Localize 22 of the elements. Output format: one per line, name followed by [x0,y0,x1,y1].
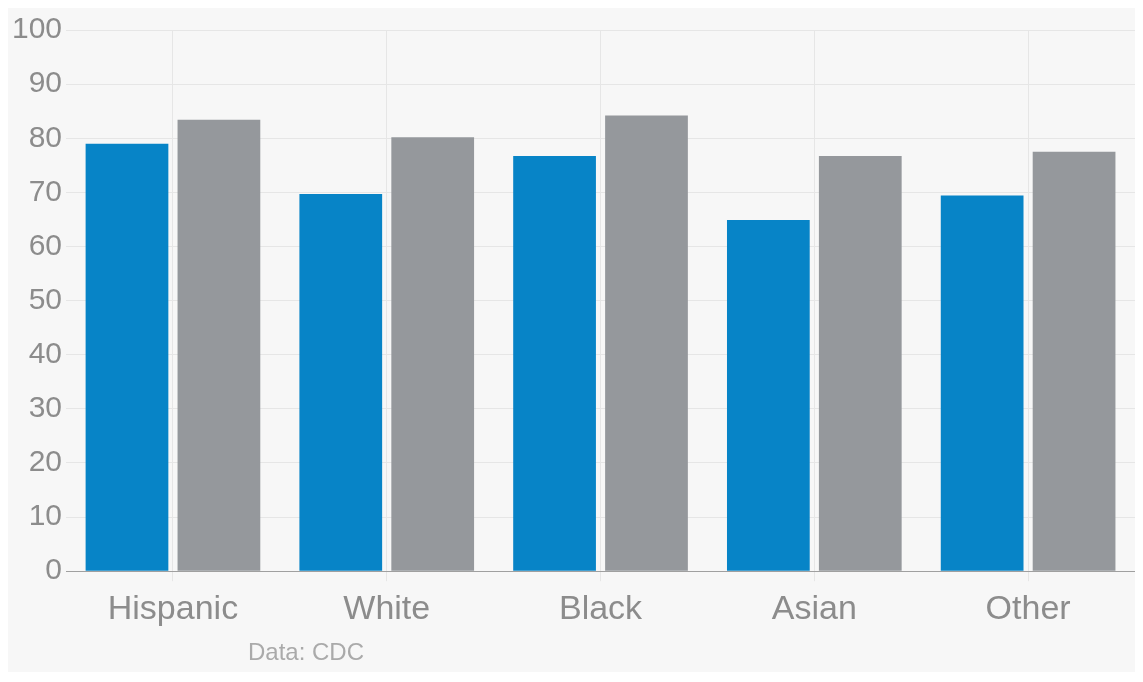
y-tick-label: 20 [28,444,63,478]
y-tick-label: 30 [28,390,63,424]
y-tick-label: 100 [11,11,63,45]
bar [940,195,1024,571]
y-tick-label: 0 [45,552,63,586]
text: Data: CDC [247,638,366,667]
y-tick-label: 90 [28,65,63,99]
x-tick-label: Black [558,587,644,626]
x-tick-label: Other [985,587,1071,626]
bar [513,156,596,571]
bar [85,143,169,571]
x-tick-label: White [343,587,431,626]
y-tick-label: 60 [28,227,63,261]
bar [299,193,383,571]
y-tick-label: 40 [28,335,63,369]
y-tick-label: 50 [28,281,63,315]
x-tick-label: Hispanic [107,587,239,626]
x-tick-label: Asian [771,587,857,626]
y-tick-label: 70 [28,173,63,207]
y-tick-label: 10 [28,498,63,532]
bar [726,219,810,571]
y-tick-label: 80 [28,119,63,153]
